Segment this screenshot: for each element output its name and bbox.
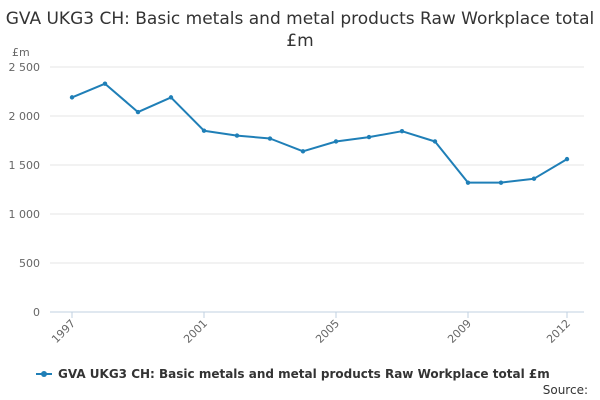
series-line [71, 82, 568, 184]
series-layer [69, 81, 570, 185]
data-point [333, 139, 339, 144]
chart-title: GVA UKG3 CH: Basic metals and metal prod… [5, 9, 595, 51]
data-point [432, 139, 438, 144]
data-point [300, 149, 306, 154]
data-point [465, 180, 471, 185]
x-tick-label: 2012 [544, 317, 573, 346]
y-tick-label: 1 000 [9, 208, 41, 221]
data-point [531, 176, 537, 181]
y-tick-label: 1 500 [9, 159, 41, 172]
data-point [366, 134, 372, 140]
data-point [168, 95, 174, 100]
data-point [399, 128, 405, 134]
x-tick-label: 2001 [181, 317, 210, 346]
data-point [201, 128, 207, 133]
legend-line-marker-icon [36, 369, 52, 379]
gridlines [50, 66, 584, 264]
data-point [234, 133, 240, 138]
y-tick-label: 2 500 [9, 61, 41, 74]
x-tick-label: 1997 [49, 317, 78, 346]
source-label: Source: [542, 383, 588, 397]
data-point [564, 156, 570, 162]
y-tick-label: 2 000 [9, 110, 41, 123]
data-point [135, 109, 141, 115]
x-axis-ticks: 1997 2001 2005 2009 2012 [49, 312, 573, 346]
legend[interactable]: GVA UKG3 CH: Basic metals and metal prod… [36, 365, 550, 383]
data-point [498, 180, 504, 185]
data-point [102, 81, 108, 86]
y-tick-label: 0 [33, 306, 40, 319]
legend-series-label[interactable]: GVA UKG3 CH: Basic metals and metal prod… [58, 367, 550, 381]
y-axis-unit-label: £m [12, 46, 30, 59]
y-tick-label: 500 [19, 257, 40, 270]
x-tick-label: 2009 [445, 317, 474, 346]
x-tick-label: 2005 [313, 317, 342, 346]
y-axis-ticks: 0 500 1 000 1 500 2 000 2 500 [9, 61, 41, 319]
data-point [69, 95, 75, 100]
data-point [267, 136, 273, 141]
